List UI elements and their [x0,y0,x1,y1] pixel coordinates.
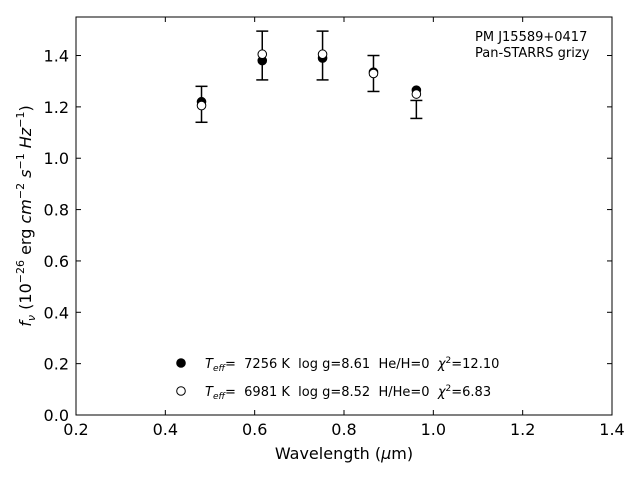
legend-label-2: Teff= 6981 K log g=8.52 H/He=0 χ2=6.83 [205,384,491,402]
x-tick-label: 0.2 [63,420,88,439]
annotation-line-1: PM J15589+0417 [475,30,587,45]
x-axis-label: Wavelength (μm) [275,444,413,463]
y-tick-label: 0.4 [44,303,69,322]
legend-label-1: Teff= 7256 K log g=8.61 He/H=0 χ2=12.10 [205,356,499,374]
annotation-line-2: Pan-STARRS grizy [475,46,590,61]
plot-frame [75,16,613,416]
model-point-open [317,49,328,60]
model-point-open [411,89,422,99]
y-tick-label: 0.0 [44,406,69,425]
y-tick-label: 1.2 [44,98,69,117]
model-point-open [368,68,379,79]
legend-marker-2 [176,386,186,396]
x-tick-label: 0.8 [331,420,356,439]
y-tick-label: 1.4 [44,47,69,66]
y-tick-label: 0.2 [44,355,69,374]
x-tick-label: 0.4 [153,420,178,439]
y-tick-label: 1.0 [44,149,69,168]
y-tick-label: 0.6 [44,252,69,271]
legend-marker-1 [176,358,186,368]
model-point-open [257,49,268,60]
y-tick-label: 0.8 [44,201,69,220]
model-point-open [196,100,207,111]
x-tick-label: 1.4 [599,420,624,439]
x-tick-label: 1.2 [510,420,535,439]
x-tick-label: 1.0 [421,420,446,439]
x-tick-label: 0.6 [242,420,267,439]
y-axis-label: fν (10−26 erg cm−2 s−1 Hz−1) [14,105,38,326]
